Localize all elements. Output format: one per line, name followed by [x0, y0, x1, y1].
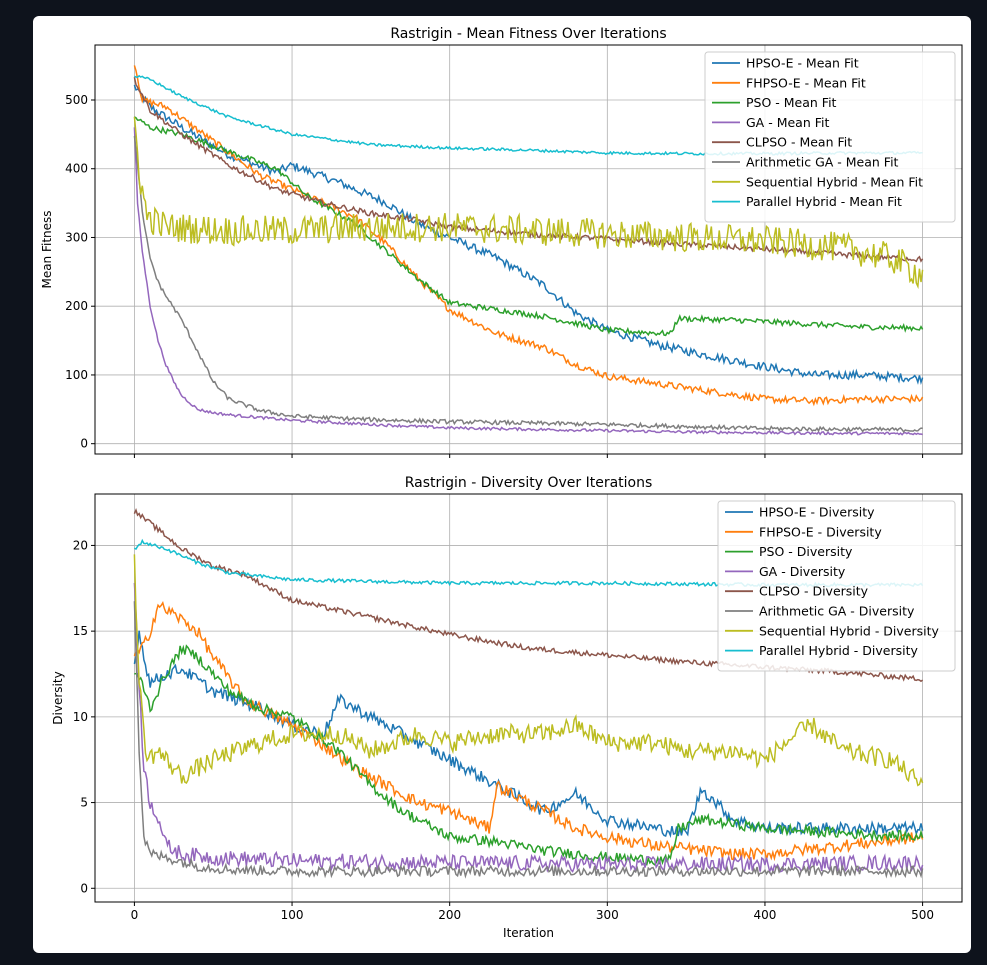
series-line-4 — [133, 127, 923, 436]
legend-label: GA - Diversity — [759, 564, 846, 579]
legend-label: Arithmetic GA - Diversity — [759, 604, 915, 619]
chart-title: Rastrigin - Diversity Over Iterations — [405, 475, 653, 491]
series-line-7 — [133, 116, 924, 290]
legend-label: PSO - Mean Fit — [746, 95, 837, 110]
y-tick-label: 300 — [65, 230, 88, 244]
figure-card: 0 100 200 300 400 500 Rastrigin - Mean Fitness… — [33, 16, 971, 953]
axes-frame — [94, 44, 963, 455]
legend-label: HPSO-E - Diversity — [759, 505, 875, 520]
x-axis-label: Iteration — [503, 926, 554, 940]
x-tick-label: 100 — [281, 908, 304, 922]
legend: HPSO-E - Diversity FHPSO-E - Diversity PSO… — [717, 500, 956, 672]
x-tick-label: 300 — [596, 908, 619, 922]
series-line-7 — [133, 554, 924, 787]
legend-label: HPSO-E - Mean Fit — [746, 56, 859, 71]
y-tick-label: 0 — [80, 881, 88, 895]
legend-label: Parallel Hybrid - Mean Fit — [746, 194, 902, 209]
legend-label: FHPSO-E - Mean Fit — [746, 75, 866, 90]
series-line-5 — [133, 77, 924, 263]
x-tick-label: 0 — [131, 908, 139, 922]
series-line-1 — [133, 84, 924, 386]
y-tick-label: 15 — [73, 624, 88, 638]
series-line-3 — [134, 644, 924, 866]
x-tick-label: 400 — [754, 908, 777, 922]
y-tick-label: 200 — [65, 299, 88, 313]
legend-label: CLPSO - Mean Fit — [746, 135, 852, 150]
legend-label: Sequential Hybrid - Diversity — [759, 623, 940, 638]
y-tick-label: 500 — [65, 93, 88, 107]
chart-title: Rastrigin - Mean Fitness Over Iterations — [390, 26, 666, 42]
legend-box — [704, 51, 956, 223]
y-axis-label: Diversity — [51, 671, 65, 724]
legend-label: Parallel Hybrid - Diversity — [759, 643, 918, 658]
y-tick-label: 10 — [73, 710, 88, 724]
legend-label: PSO - Diversity — [759, 544, 853, 559]
x-tick-label: 500 — [911, 908, 934, 922]
series-line-6 — [133, 601, 924, 879]
y-tick-label: 400 — [65, 162, 88, 176]
series-line-2 — [133, 600, 924, 862]
series-line-6 — [133, 135, 923, 433]
series-line-2 — [133, 65, 924, 407]
chart-2: 0 100 200 300 400 500 0 5 10 15 20 Rastrigin - Dive… — [51, 475, 963, 940]
chart-1: 0 100 200 300 400 500 Rastrigin - Mean Fitness… — [40, 26, 963, 458]
series-line-4 — [133, 582, 924, 875]
y-tick-label: 0 — [80, 437, 88, 451]
axes-frame — [94, 493, 963, 903]
legend-label: FHPSO-E - Diversity — [759, 524, 882, 539]
y-tick-label: 20 — [73, 538, 88, 552]
legend-label: Sequential Hybrid - Mean Fit — [746, 174, 923, 189]
legend: HPSO-E - Mean Fit FHPSO-E - Mean Fit PSO -… — [704, 51, 956, 223]
y-tick-label: 5 — [80, 796, 88, 810]
legend-box — [717, 500, 956, 672]
legend-label: Arithmetic GA - Mean Fit — [746, 155, 899, 170]
y-tick-label: 100 — [65, 368, 88, 382]
x-tick-label: 200 — [438, 908, 461, 922]
series-line-3 — [134, 116, 924, 337]
y-axis-label: Mean Fitness — [40, 210, 54, 288]
legend-label: CLPSO - Diversity — [759, 584, 869, 599]
legend-label: GA - Mean Fit — [746, 115, 829, 130]
